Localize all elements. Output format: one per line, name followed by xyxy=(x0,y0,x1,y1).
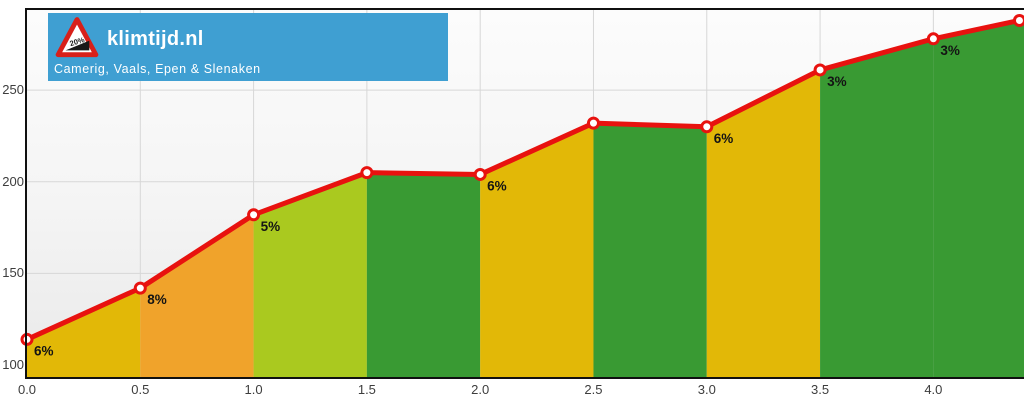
y-axis-tick-label: 100 xyxy=(2,357,24,373)
x-axis-tick-label: 0.0 xyxy=(17,382,37,397)
y-axis-tick-label: 200 xyxy=(2,173,24,189)
x-axis-tick-label: 0.5 xyxy=(131,382,150,397)
data-point-marker[interactable] xyxy=(586,116,600,130)
gradient-area-segment xyxy=(480,123,594,377)
gradient-label: 3% xyxy=(940,43,960,58)
y-axis-line xyxy=(25,8,27,379)
x-axis-tick-label: 2.5 xyxy=(584,382,603,397)
gradient-area-segment xyxy=(593,123,707,377)
data-point-marker[interactable] xyxy=(813,63,827,77)
gradient-area-segment xyxy=(27,288,141,377)
data-point-marker[interactable] xyxy=(360,166,374,180)
y-axis-tick-label: 150 xyxy=(2,265,24,281)
site-title[interactable]: klimtijd.nl xyxy=(107,28,204,50)
gradient-label: 6% xyxy=(34,343,54,358)
header-card[interactable]: 20% klimtijd.nl Camerig, Vaals, Epen & S… xyxy=(48,13,448,81)
gradient-label: 5% xyxy=(261,219,281,234)
steep-gradient-warning-icon: 20% xyxy=(55,17,99,58)
gradient-area-segment xyxy=(820,38,934,377)
x-axis-line xyxy=(25,377,1024,379)
gradient-area-segment xyxy=(140,214,254,377)
gradient-label: 6% xyxy=(487,178,507,193)
data-point-marker[interactable] xyxy=(1012,13,1024,27)
data-point-marker[interactable] xyxy=(133,281,147,295)
climb-name-subtitle: Camerig, Vaals, Epen & Slenaken xyxy=(54,62,261,76)
x-axis-tick-label: 1.0 xyxy=(244,382,263,397)
data-point-marker[interactable] xyxy=(700,120,714,134)
x-axis-tick-label: 2.0 xyxy=(471,382,490,397)
x-axis-tick-label: 1.5 xyxy=(357,382,376,397)
x-axis-tick-label: 4.0 xyxy=(924,382,943,397)
data-point-marker[interactable] xyxy=(20,332,34,346)
x-axis-tick-label: 3.0 xyxy=(697,382,716,397)
gradient-area-segment xyxy=(366,172,481,377)
gradient-label: 3% xyxy=(827,74,847,89)
data-point-marker[interactable] xyxy=(247,208,261,222)
gradient-area-segment xyxy=(933,18,1024,377)
data-point-marker[interactable] xyxy=(473,167,487,181)
gradient-label: 6% xyxy=(714,131,734,146)
plot-border-top xyxy=(25,8,1024,10)
gradient-area-segment xyxy=(706,69,821,378)
warning-icon-grade-text: 20% xyxy=(69,35,86,48)
x-axis-tick-label: 3.5 xyxy=(811,382,830,397)
y-axis-tick-label: 250 xyxy=(2,82,24,98)
gradient-label: 8% xyxy=(147,292,167,307)
elevation-plot-area: 6% 8% 5% 6% 6% 3% 3% xyxy=(20,8,1024,378)
gradient-area-segment xyxy=(253,172,367,377)
data-point-marker[interactable] xyxy=(926,32,940,46)
